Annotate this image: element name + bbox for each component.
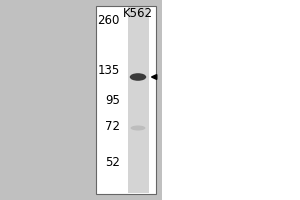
Text: K562: K562 <box>123 7 153 20</box>
Text: 52: 52 <box>105 156 120 170</box>
Text: 72: 72 <box>105 120 120 134</box>
Text: 260: 260 <box>98 14 120 26</box>
Ellipse shape <box>130 126 146 130</box>
Text: 95: 95 <box>105 95 120 108</box>
Bar <box>128 7 148 193</box>
Bar <box>0 0 162 200</box>
Polygon shape <box>152 75 157 79</box>
Bar <box>96 6 156 194</box>
Ellipse shape <box>130 73 146 81</box>
Text: 135: 135 <box>98 64 120 77</box>
